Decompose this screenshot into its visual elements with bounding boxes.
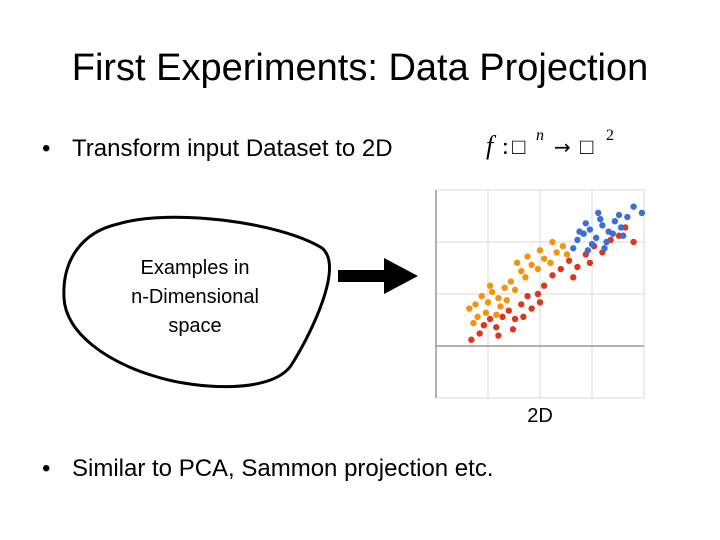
data-point-orange [549, 238, 556, 246]
slide-title: First Experiments: Data Projection [71, 47, 649, 89]
data-point-blue [586, 226, 594, 233]
bullet-similar: • Similar to PCA, Sammon projection etc. [42, 454, 494, 484]
bullet-text: Similar to PCA, Sammon projection etc. [72, 455, 494, 482]
data-point-red [495, 332, 502, 339]
data-point-orange [486, 282, 494, 289]
data-point-orange [501, 284, 508, 291]
data-point-orange [536, 247, 544, 254]
data-point-blue [588, 240, 596, 248]
data-point-blue [595, 209, 602, 217]
formula-colon: : [502, 134, 509, 160]
data-point-red [565, 257, 573, 264]
data-point-orange [522, 274, 529, 281]
bullet-text: Transform input Dataset to 2D [72, 135, 393, 162]
data-point-red [520, 313, 527, 321]
data-point-orange [511, 286, 519, 294]
data-point-blue [597, 215, 604, 223]
data-point-red [509, 326, 517, 333]
data-point-orange [495, 294, 502, 302]
data-point-orange [507, 278, 515, 285]
data-point-blue [584, 247, 592, 254]
data-point-blue [601, 245, 608, 252]
data-point-red [486, 315, 494, 323]
data-point-orange [482, 309, 490, 316]
data-point-orange [540, 255, 548, 262]
n-dimensional-space-blob [62, 215, 331, 389]
data-point-orange [553, 249, 560, 256]
data-point-orange [472, 301, 479, 308]
data-point-blue [630, 203, 637, 210]
data-point-red [518, 301, 525, 308]
data-point-orange [497, 303, 504, 310]
bullet-dot: • [42, 455, 51, 482]
data-point-orange [528, 261, 535, 269]
data-point-orange [503, 297, 510, 304]
data-point-orange [524, 253, 531, 260]
data-point-orange [518, 267, 525, 275]
formula-func: f [486, 131, 497, 160]
data-point-orange [493, 311, 500, 318]
data-point-blue [592, 234, 600, 242]
data-point-blue [599, 222, 606, 229]
data-point-blue [624, 213, 631, 221]
data-point-red [499, 313, 506, 321]
data-point-red [557, 265, 564, 273]
data-point-orange [488, 288, 496, 296]
data-point-red [534, 290, 542, 298]
projection-arrow-icon [338, 258, 418, 294]
data-point-red [586, 259, 594, 266]
scatter-plot-2d [435, 189, 646, 399]
data-point-orange [513, 259, 521, 266]
data-point-red [468, 336, 475, 343]
mapping-formula: f : □ n → □ 2 [486, 124, 626, 168]
data-point-blue [603, 238, 610, 246]
bullet-transform: • Transform input Dataset to 2D [42, 134, 393, 164]
data-point-orange [466, 305, 473, 312]
data-point-red [549, 272, 556, 279]
data-point-red [476, 330, 483, 337]
data-point-red [570, 274, 577, 281]
data-point-blue [576, 228, 583, 235]
data-point-orange [563, 251, 571, 258]
blob-label: Examples in n-Dimensional space [131, 257, 259, 337]
data-point-orange [559, 242, 567, 250]
data-point-orange [478, 292, 485, 300]
data-point-blue [617, 224, 625, 231]
formula-arrow: → [554, 135, 571, 159]
data-point-orange [484, 299, 492, 306]
data-point-red [524, 292, 531, 300]
data-point-orange [470, 319, 477, 327]
formula-codomain-exp: 2 [606, 127, 614, 144]
data-point-red [630, 238, 637, 246]
data-point-red [540, 282, 548, 289]
formula-codomain-glyph: □ [580, 134, 593, 159]
data-point-blue [615, 211, 623, 219]
data-point-red [511, 315, 519, 323]
data-point-red [493, 324, 500, 331]
data-point-orange [474, 313, 481, 321]
data-point-blue [609, 230, 616, 237]
data-point-blue [638, 209, 646, 217]
data-point-red [528, 305, 535, 312]
data-point-red [480, 322, 488, 329]
data-point-blue [570, 245, 577, 252]
data-point-red [574, 263, 581, 271]
formula-domain-glyph: □ [512, 134, 525, 159]
data-point-blue [574, 236, 581, 244]
data-point-blue [582, 220, 589, 227]
plot-caption: 2D [527, 405, 553, 427]
data-point-orange [534, 265, 542, 273]
data-point-blue [611, 218, 619, 225]
data-point-red [505, 307, 512, 314]
data-point-blue [620, 232, 627, 239]
formula-domain-exp: n [536, 127, 544, 144]
data-point-orange [547, 259, 554, 266]
bullet-dot: • [42, 135, 51, 162]
data-point-red [536, 299, 544, 306]
